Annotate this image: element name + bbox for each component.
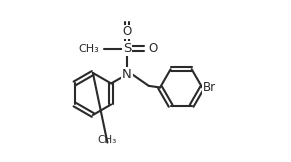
Text: O: O [122, 25, 132, 38]
Text: CH₃: CH₃ [79, 44, 99, 54]
Text: O: O [148, 42, 157, 55]
Text: S: S [123, 42, 131, 55]
Text: CH₃: CH₃ [98, 135, 117, 145]
Text: N: N [122, 68, 132, 81]
Text: Br: Br [203, 81, 216, 94]
